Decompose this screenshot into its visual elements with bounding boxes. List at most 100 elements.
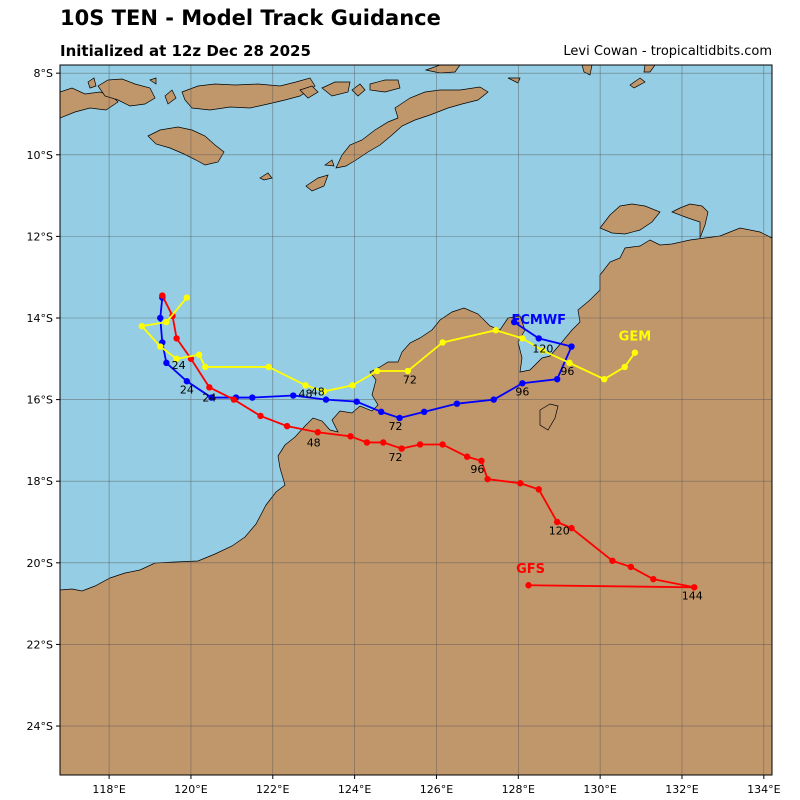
land-tanimbar-tip <box>424 65 461 74</box>
init-time-subtitle: Initialized at 12z Dec 28 2025 <box>60 42 311 60</box>
lon-tick-label: 134°E <box>747 783 780 796</box>
gfs-track-point <box>553 518 561 526</box>
land-alor <box>321 81 351 97</box>
lat-tick-label: 12°S <box>27 230 53 243</box>
gem-track-point <box>173 355 180 362</box>
gem-track-point <box>566 359 573 367</box>
map-frame <box>59 64 773 776</box>
lon-tick-label: 128°E <box>502 783 535 796</box>
graticule <box>60 65 772 775</box>
axis-ticks: 118°E 120°E 122°E 124°E 126°E 128°E 130°E 132°E… <box>27 67 781 796</box>
land-small-isle-2 <box>351 83 366 97</box>
gem-track-point <box>138 322 146 330</box>
gfs-hour-label: 24 <box>202 392 216 405</box>
gfs-track-point <box>439 441 446 448</box>
gem-track-point <box>601 375 608 383</box>
gem-hour-label: 48 <box>299 388 313 401</box>
land-small-isle-6 <box>324 159 335 167</box>
gem-track-point <box>202 363 209 371</box>
gem-track-point <box>621 363 628 371</box>
gfs-track-point <box>173 335 180 342</box>
tracks-layer <box>138 292 698 591</box>
gfs-track-point <box>691 584 698 591</box>
lat-tick-label: 16°S <box>27 394 53 407</box>
ecmwf-track-point <box>163 359 170 367</box>
gfs-track-point <box>535 486 542 493</box>
gfs-track-point <box>609 557 616 564</box>
gfs-track-point <box>363 439 371 446</box>
gem-track-point <box>373 367 381 375</box>
gfs-track-point <box>283 422 291 430</box>
ecmwf-track-point <box>183 378 191 385</box>
gfs-track-point <box>380 439 387 446</box>
ecmwf-track-point <box>353 398 360 405</box>
gfs-track-point <box>416 441 424 448</box>
gem-hour-label: 96 <box>560 365 574 378</box>
land-northern-peninsula <box>671 203 709 239</box>
page-title: 10S TEN - Model Track Guidance <box>60 6 441 30</box>
gfs-track-point <box>484 475 491 483</box>
land-small-isle-1 <box>299 85 319 99</box>
ecmwf-track-point <box>322 396 330 403</box>
gem-track-point <box>519 335 526 342</box>
land-layer <box>60 65 772 775</box>
gem-track-point <box>265 363 272 371</box>
gem-track-point <box>195 351 203 358</box>
ecmwf-track-point <box>290 392 297 399</box>
ecmwf-hour-label: 24 <box>172 359 186 372</box>
lat-tick-label: 8°S <box>34 67 53 80</box>
ecmwf-hour-label: 48 <box>311 386 325 399</box>
gem-hour-label: 72 <box>403 373 417 386</box>
ecmwf-track-point <box>420 408 428 416</box>
gem-track-point <box>539 347 547 354</box>
land-rote <box>305 174 329 192</box>
ecmwf-track-point <box>490 396 497 403</box>
ecmwf-model-label: ECMWF <box>511 313 566 328</box>
ecmwf-hour-label: 96 <box>515 386 529 399</box>
land-australia <box>60 227 772 775</box>
land-small-isle-8 <box>581 65 593 76</box>
ecmwf-track-point <box>535 335 542 342</box>
gem-track-point <box>320 388 328 395</box>
ecmwf-track-point <box>378 408 385 416</box>
ecmwf-track-point <box>453 400 461 407</box>
gem-track-point <box>302 382 309 389</box>
lat-tick-label: 18°S <box>27 475 53 488</box>
gem-model-label: GEM <box>619 329 652 344</box>
gem-track-point <box>439 339 446 346</box>
ecmwf-hour-label: 120 <box>532 343 553 356</box>
gem-track-point <box>349 382 356 389</box>
gfs-track-point <box>627 563 635 571</box>
gfs-hour-label: 120 <box>549 524 570 537</box>
gfs-track-point <box>517 480 524 487</box>
lon-tick-label: 124°E <box>338 783 371 796</box>
lon-tick-label: 120°E <box>174 783 207 796</box>
land-wetar <box>369 79 401 93</box>
gfs-track-point <box>230 396 238 403</box>
ecmwf-track-point <box>553 375 561 383</box>
land-croker-island <box>539 403 559 431</box>
land-small-isle-9 <box>629 77 646 89</box>
lat-tick-label: 14°S <box>27 312 53 325</box>
gfs-track-point <box>206 384 213 391</box>
gfs-track-point <box>478 457 485 465</box>
gfs-model-label: GFS <box>516 562 545 577</box>
land-melville-island <box>599 203 661 235</box>
ecmwf-track-point <box>157 314 164 322</box>
gfs-track-point <box>314 429 321 436</box>
gfs-track-point <box>257 412 264 420</box>
land-small-isle-10 <box>643 65 656 73</box>
ecmwf-hour-label: 24 <box>180 383 194 396</box>
land-small-isle-3 <box>164 89 177 105</box>
ecmwf-track-point <box>511 318 518 326</box>
land-flores-sumbawa <box>60 87 119 119</box>
gfs-track-point <box>525 582 532 589</box>
ecmwf-track-point <box>249 394 256 401</box>
lat-tick-label: 22°S <box>27 638 53 651</box>
ecmwf-hour-label: 72 <box>389 420 403 433</box>
lon-tick-label: 126°E <box>420 783 453 796</box>
land-small-isle-7 <box>507 77 521 84</box>
ecmwf-track-point <box>519 380 526 387</box>
credit-text: Levi Cowan - tropicaltidbits.com <box>563 44 772 59</box>
